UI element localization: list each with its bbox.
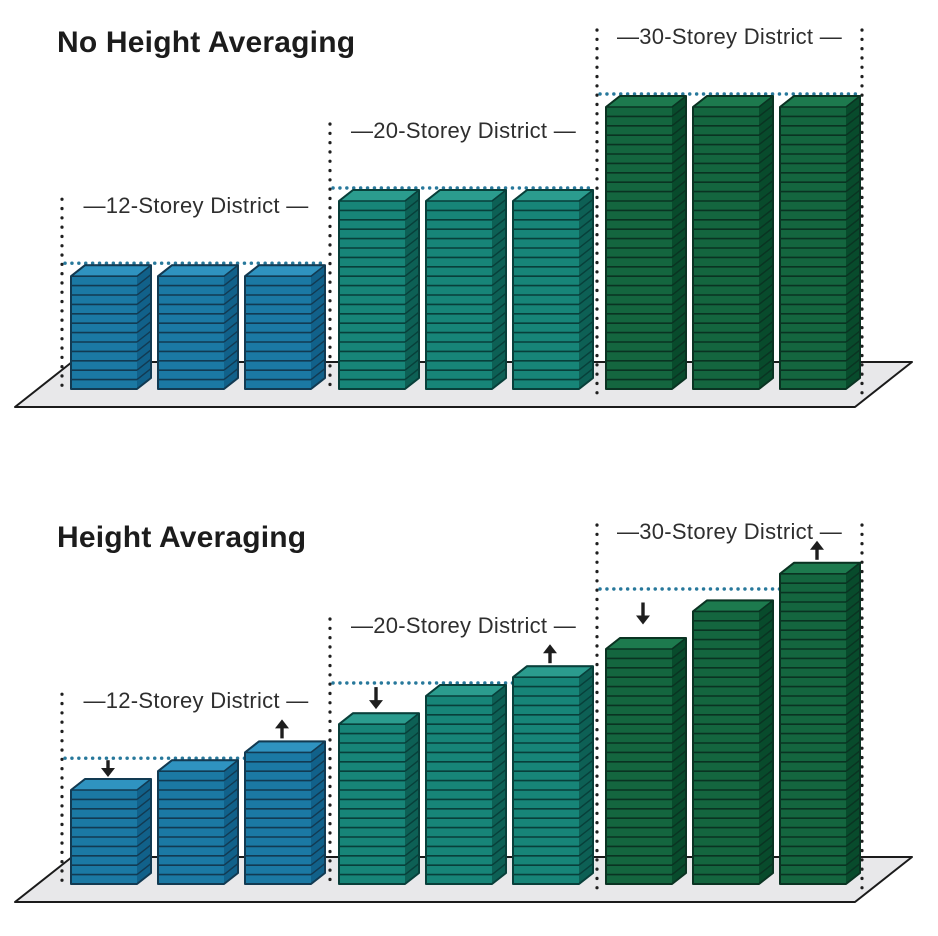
building (779, 95, 861, 390)
up-arrow-icon (543, 644, 557, 664)
building (692, 95, 774, 390)
district-label: —30-Storey District — (617, 519, 842, 544)
panel-height-averaging: Height Averaging —12-Storey District — —20… (14, 519, 913, 903)
building (244, 264, 326, 390)
district-12-storey: —12-Storey District — (63, 193, 329, 390)
district-label: —12-Storey District — (83, 193, 308, 218)
building (692, 599, 774, 885)
building (425, 189, 507, 390)
building (70, 264, 152, 390)
building (157, 264, 239, 390)
district-20-storey: —20-Storey District — (331, 118, 596, 390)
district-label: —20-Storey District — (351, 613, 576, 638)
down-arrow-icon (101, 760, 115, 777)
district-30-storey: —30-Storey District — (598, 519, 861, 885)
up-arrow-icon (275, 719, 289, 739)
building (605, 95, 687, 390)
building (512, 189, 594, 390)
building (244, 740, 326, 885)
panel-title: Height Averaging (57, 521, 306, 554)
building (70, 778, 152, 885)
down-arrow-icon (369, 687, 383, 710)
down-arrow-icon (636, 602, 650, 625)
building (157, 759, 239, 885)
building (605, 637, 687, 885)
building (779, 561, 861, 885)
panel-no-height-averaging: No Height Averaging —12-Storey District —… (14, 24, 913, 408)
panel-title: No Height Averaging (57, 26, 355, 59)
up-arrow-icon (810, 540, 824, 560)
building (338, 189, 420, 390)
district-20-storey: —20-Storey District — (331, 613, 596, 885)
building (425, 684, 507, 885)
building (338, 712, 420, 885)
district-label: —20-Storey District — (351, 118, 576, 143)
district-label: —12-Storey District — (83, 688, 308, 713)
district-30-storey: —30-Storey District — (598, 24, 861, 390)
building (512, 665, 594, 885)
district-12-storey: —12-Storey District — (63, 688, 329, 885)
district-label: —30-Storey District — (617, 24, 842, 49)
